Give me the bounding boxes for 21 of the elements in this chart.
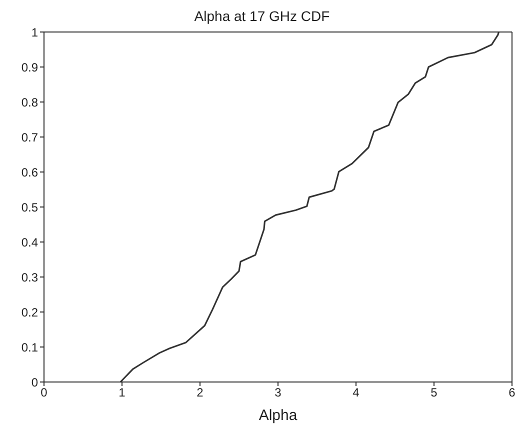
x-tick-label: 3 — [274, 386, 282, 400]
y-tick-label: 0.2 — [21, 305, 38, 320]
y-tick-label: 0.3 — [21, 270, 38, 284]
y-tick-label: 0.1 — [21, 340, 38, 354]
chart-title: Alpha at 17 GHz CDF — [193, 8, 331, 26]
x-tick-label: 1 — [118, 386, 126, 400]
line-series — [120, 32, 500, 382]
x-tick-label: 6 — [508, 386, 516, 400]
y-tick-label: 0.8 — [21, 95, 38, 110]
x-tick-label: 2 — [196, 386, 204, 400]
y-tick-label: 0.9 — [21, 60, 38, 74]
x-axis-title: Alpha — [258, 407, 298, 424]
y-tick-label: 0.5 — [21, 200, 38, 214]
x-tick-label: 5 — [430, 386, 438, 400]
y-tick-label: 0 — [31, 375, 38, 390]
y-tick-label: 1 — [31, 25, 38, 40]
x-tick-label: 0 — [40, 386, 48, 400]
y-tick-label: 0.7 — [21, 130, 38, 144]
y-tick-label: 0.4 — [21, 235, 38, 250]
x-tick-label: 4 — [352, 386, 360, 400]
y-tick-label: 0.6 — [21, 165, 38, 180]
